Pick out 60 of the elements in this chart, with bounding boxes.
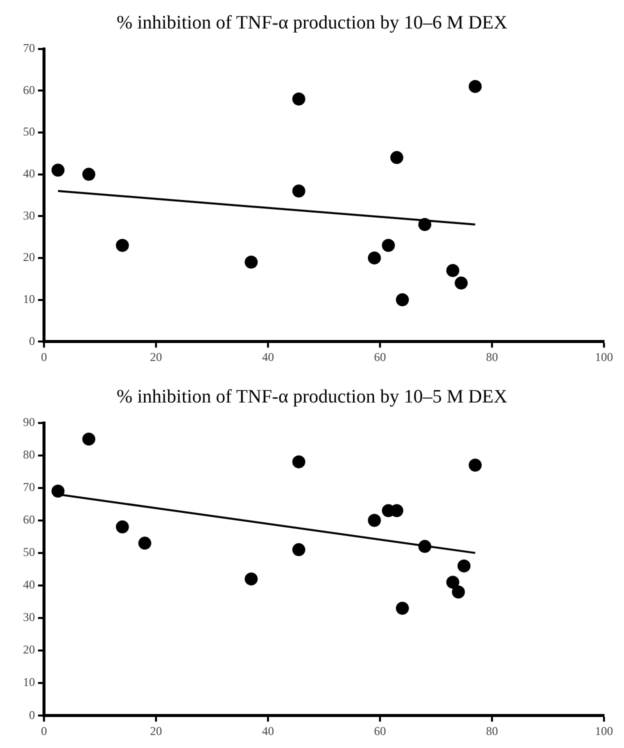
x-tick-label: 80 [486,350,498,364]
y-tick-label: 30 [23,208,35,222]
chart-title: % inhibition of TNF-α production by 10–6 M DEX [116,12,508,34]
point [446,264,460,277]
point [396,602,409,615]
y-tick-label: 60 [23,82,35,97]
x-tick-label: 20 [150,724,162,738]
point [390,151,404,164]
y-tick-label: 70 [23,480,35,494]
point [116,520,129,534]
y-tick-label: 20 [23,642,35,657]
point [368,514,381,527]
y-tick-label: 10 [23,675,35,690]
y-tick-label: 70 [23,40,35,55]
point [292,92,306,106]
y-tick-label: 0 [29,334,35,348]
point [368,251,381,264]
chart-title: % inhibition of TNF-α production by 10–5 M DEX [116,386,508,408]
point [468,80,482,93]
y-tick-label: 40 [23,578,35,592]
point [418,218,432,231]
y-tick-label: 20 [23,250,35,264]
point [292,455,306,468]
y-tick-label: 90 [23,414,35,429]
y-tick-label: 50 [23,545,35,560]
x-tick-label: 80 [486,724,498,738]
point [382,238,395,252]
point [418,540,432,553]
y-tick-label: 10 [23,292,35,306]
point [292,543,306,556]
point [52,484,64,498]
point [396,293,409,306]
x-tick-label: 0 [41,724,47,738]
point [82,168,96,181]
y-tick-label: 0 [29,708,35,722]
x-tick-label: 60 [374,724,386,738]
y-tick-label: 40 [23,166,35,180]
y-tick-label: 30 [23,610,35,624]
x-tick-label: 60 [374,350,386,364]
point [458,559,470,572]
x-tick-label: 40 [262,350,274,364]
x-tick-label: 100 [595,350,613,364]
point [244,572,258,586]
y-tick-label: 60 [23,512,35,527]
point [454,276,468,290]
x-tick-label: 20 [150,350,162,364]
point [446,576,460,589]
y-tick-label: 50 [23,124,35,139]
x-tick-label: 0 [41,350,47,364]
point [82,432,96,446]
point [244,256,258,269]
y-tick-label: 80 [23,447,35,462]
point [52,164,64,177]
point [452,585,465,598]
x-tick-label: 100 [595,724,613,738]
point [116,238,129,252]
x-tick-label: 40 [262,724,274,738]
point [468,458,482,472]
point [138,536,152,550]
point [292,184,306,198]
